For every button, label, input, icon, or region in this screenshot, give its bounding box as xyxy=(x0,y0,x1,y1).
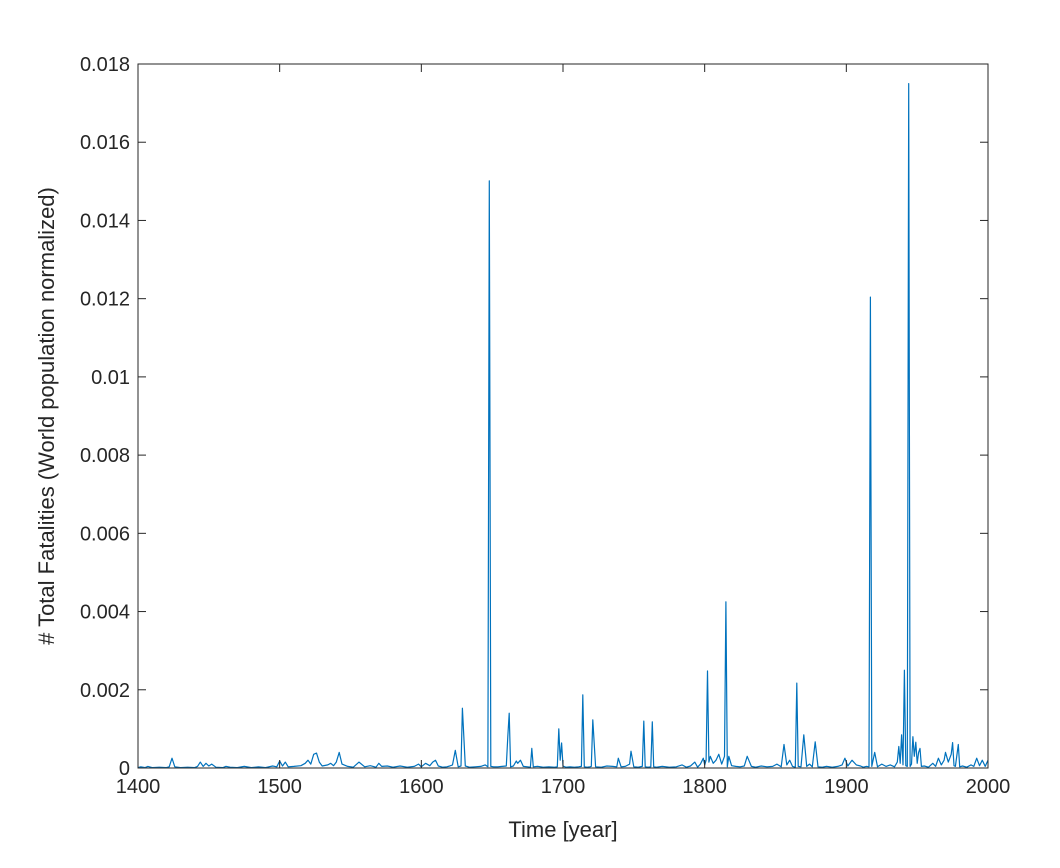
x-tick-label: 1900 xyxy=(824,776,869,798)
plot-area xyxy=(137,63,989,769)
x-axis: 1400 1500 1600 1700 1800 1900 2000 xyxy=(116,64,1011,798)
x-tick-label: 1700 xyxy=(541,776,586,798)
y-tick-label: 0.006 xyxy=(80,523,130,545)
y-tick-label: 0.002 xyxy=(80,680,130,702)
x-tick-label: 1400 xyxy=(116,776,161,798)
x-tick-label: 1600 xyxy=(399,776,444,798)
y-tick-label: 0.004 xyxy=(80,602,130,624)
plot-background xyxy=(138,64,988,768)
x-tick-label: 1500 xyxy=(257,776,302,798)
x-tick-label: 2000 xyxy=(966,776,1011,798)
y-axis: 0 0.002 0.004 0.006 0.008 0.01 0.012 0.014 0.016… xyxy=(80,54,988,780)
y-tick-label: 0.018 xyxy=(80,54,130,76)
data-line xyxy=(137,82,989,769)
y-axis-title: # Total Fatalities (World population nor… xyxy=(34,187,59,645)
y-tick-label: 0 xyxy=(119,758,130,780)
y-tick-label: 0.008 xyxy=(80,445,130,467)
y-tick-label: 0.014 xyxy=(80,210,130,232)
x-tick-label: 1800 xyxy=(682,776,727,798)
y-tick-label: 0.01 xyxy=(91,367,130,389)
x-axis-title: Time [year] xyxy=(508,817,617,842)
y-tick-label: 0.016 xyxy=(80,132,130,154)
y-tick-label: 0.012 xyxy=(80,289,130,311)
